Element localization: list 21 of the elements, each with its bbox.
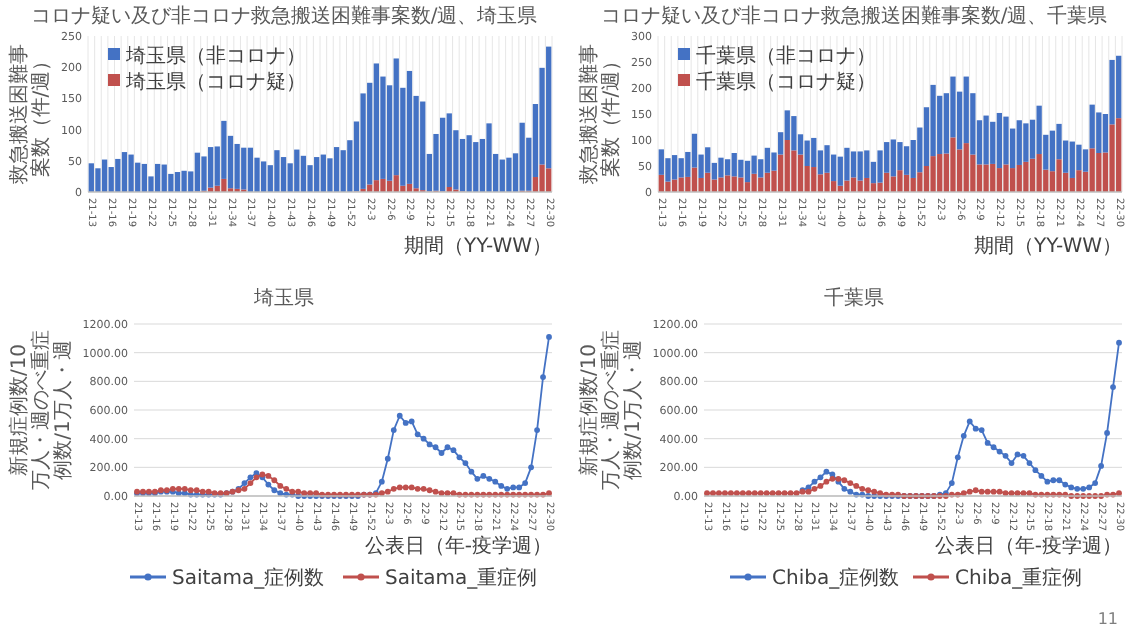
- legend-label: Chiba_症例数: [772, 566, 900, 590]
- legend-label: 埼玉県（コロナ疑）: [124, 70, 306, 94]
- text: 11: [1097, 610, 1118, 628]
- y-axis-title: 新規症例数/10万人・週のべ重症例数/1万人・週: [7, 330, 75, 490]
- x-axis-title: 期間（YY-WW）: [403, 234, 552, 258]
- legend-label: Chiba_重症例: [955, 566, 1083, 590]
- x-axis-title: 公表日（年-疫学週）: [934, 534, 1122, 558]
- legend-label: Saitama_重症例: [385, 566, 538, 590]
- legend-label: 千葉県（コロナ疑）: [696, 70, 876, 94]
- y-axis-title: 救急搬送困難事案数（件/週）: [7, 44, 53, 186]
- y-axis-title: 救急搬送困難事案数（件/週）: [577, 44, 623, 186]
- chart-title: 千葉県: [824, 286, 884, 310]
- chart-title: コロナ疑い及び非コロナ救急搬送困難事案数/週、埼玉県: [30, 4, 538, 28]
- legend-label: 埼玉県（非コロナ）: [124, 44, 306, 68]
- legend-label: Saitama_症例数: [172, 566, 325, 590]
- legend-label: 千葉県（非コロナ）: [696, 44, 876, 68]
- y-axis-title: 新規症例数/10万人・週のべ重症例数/1万人・週: [577, 330, 645, 490]
- chart-title: コロナ疑い及び非コロナ救急搬送困難事案数/週、千葉県: [600, 4, 1108, 28]
- x-axis-title: 期間（YY-WW）: [973, 234, 1122, 258]
- chart-title: 埼玉県: [252, 286, 314, 310]
- x-axis-title: 公表日（年-疫学週）: [364, 534, 552, 558]
